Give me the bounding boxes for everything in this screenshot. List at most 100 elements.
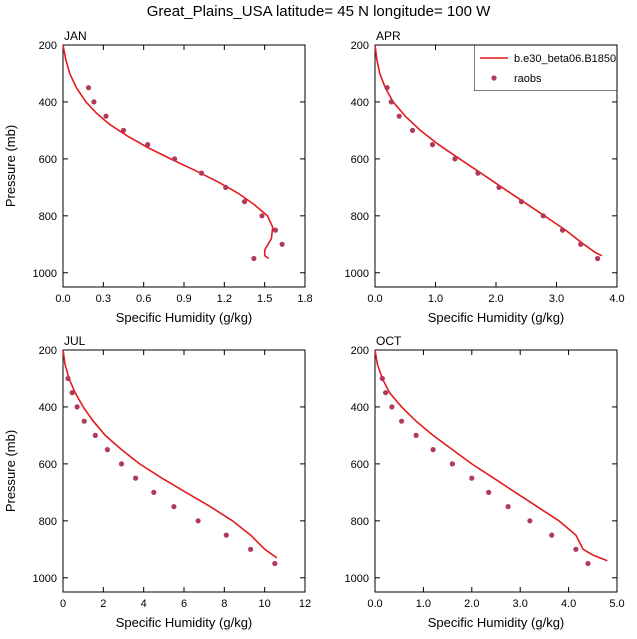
x-tick-label: 1.5	[257, 293, 272, 305]
y-axis-label: Pressure (mb)	[3, 430, 18, 512]
x-axis-label: Specific Humidity (g/kg)	[428, 310, 565, 325]
raobs-point	[65, 375, 71, 382]
panel-apr: APR 0.0 1.0 2.0 3.0 4.0 200 400 600 800 1000 Specif…	[345, 29, 625, 325]
y-tick-label: 200	[351, 345, 369, 357]
raobs-point	[171, 504, 177, 510]
raobs-point	[578, 241, 584, 247]
x-tick-label: 4	[141, 598, 147, 610]
x-axis-label: Specific Humidity (g/kg)	[116, 615, 253, 630]
x-tick-label: 0	[60, 598, 66, 610]
x-tick-label: 1.0	[428, 293, 443, 305]
y-tick-label: 400	[39, 97, 57, 109]
x-axis-label: Specific Humidity (g/kg)	[116, 310, 253, 325]
x-tick-label: 1.0	[416, 598, 431, 610]
raobs-point	[585, 560, 591, 567]
panel-jan: JAN 0.0 0.3 0.6 0.9 1.2 1.5 1.8 200 400 600 800 1000…	[3, 29, 313, 325]
x-tick-label: 12	[299, 598, 311, 610]
legend-obs-swatch	[491, 75, 497, 81]
x-tick-label: 2	[100, 598, 106, 610]
raobs-point	[496, 184, 502, 190]
x-axis-label: Specific Humidity (g/kg)	[428, 615, 565, 630]
raobs-point	[559, 227, 566, 233]
plot-frame	[62, 349, 306, 593]
x-tick-label: 5.0	[609, 598, 624, 610]
panel-oct: OCT 0.0 1.0 2.0 3.0 4.0 5.0 200 400 600 800 1000 Spe…	[345, 334, 625, 630]
x-tick-label: 0.9	[176, 293, 191, 305]
raobs-point	[399, 418, 405, 424]
panel-title: OCT	[376, 334, 402, 348]
y-tick-label: 800	[39, 211, 57, 223]
x-tick-label: 3.0	[549, 293, 564, 305]
raobs-point	[279, 241, 285, 247]
x-tick-label: 0.0	[367, 293, 382, 305]
y-tick-label: 400	[351, 97, 369, 109]
raobs-point	[469, 475, 475, 481]
model-profile-line	[62, 44, 274, 260]
raobs-point	[573, 546, 579, 552]
y-tick-label: 1000	[33, 573, 57, 585]
raobs-point	[145, 142, 151, 148]
raobs-point	[241, 199, 248, 205]
raobs-point	[379, 375, 385, 382]
raobs-point	[452, 156, 458, 162]
y-tick-label: 400	[39, 402, 57, 414]
raobs-point	[272, 560, 278, 567]
raobs-point	[151, 489, 157, 495]
model-profile-line	[374, 349, 608, 562]
panel-title: APR	[376, 29, 401, 43]
raobs-point	[195, 518, 201, 524]
raobs-point	[527, 518, 533, 524]
raobs-point	[251, 255, 257, 262]
legend-box	[474, 45, 617, 91]
raobs-point	[486, 489, 492, 495]
raobs-point	[272, 227, 278, 233]
panel-jul: JUL 0 2 4 6 8 10 12 200 400 600 800 1000 Specific Hum…	[3, 334, 311, 630]
y-tick-label: 800	[351, 516, 369, 528]
x-tick-label: 0.3	[96, 293, 111, 305]
raobs-point	[74, 404, 80, 410]
raobs-point	[91, 99, 97, 105]
raobs-point	[118, 461, 125, 467]
raobs-point	[120, 127, 127, 133]
raobs-point	[549, 532, 555, 538]
raobs-point	[430, 447, 436, 453]
raobs-point	[103, 113, 109, 119]
x-tick-label: 6	[181, 598, 187, 610]
raobs-point	[396, 113, 402, 119]
raobs-point	[85, 85, 92, 91]
y-tick-label: 600	[39, 459, 57, 471]
y-axis-label: Pressure (mb)	[3, 125, 18, 207]
x-tick-label: 3.0	[513, 598, 528, 610]
raobs-point	[81, 418, 87, 424]
raobs-point	[259, 213, 265, 219]
y-tick-label: 600	[351, 154, 369, 166]
raobs-point	[413, 432, 419, 438]
y-tick-label: 800	[39, 516, 57, 528]
raobs-point	[133, 475, 139, 481]
legend-model-label: b.e30_beta06.B1850C	[514, 53, 624, 65]
raobs-point	[409, 127, 416, 133]
x-tick-label: 0.0	[367, 598, 382, 610]
y-tick-label: 600	[351, 459, 369, 471]
x-tick-label: 4.0	[609, 293, 624, 305]
raobs-point	[172, 156, 178, 162]
raobs-point	[383, 390, 389, 396]
y-tick-label: 400	[351, 402, 369, 414]
raobs-point	[248, 546, 254, 552]
raobs-point	[384, 85, 390, 91]
raobs-point	[540, 213, 546, 219]
x-tick-label: 2.0	[488, 293, 503, 305]
x-tick-label: 0.6	[136, 293, 151, 305]
plot-frame	[374, 349, 618, 593]
panel-title: JAN	[64, 29, 87, 43]
raobs-point	[69, 390, 75, 396]
y-tick-label: 1000	[33, 268, 57, 280]
raobs-point	[104, 447, 110, 453]
raobs-point	[198, 170, 205, 176]
raobs-point	[429, 142, 436, 148]
raobs-point	[223, 184, 229, 190]
y-tick-label: 200	[39, 345, 57, 357]
x-tick-label: 0.0	[55, 293, 70, 305]
y-tick-label: 600	[39, 154, 57, 166]
